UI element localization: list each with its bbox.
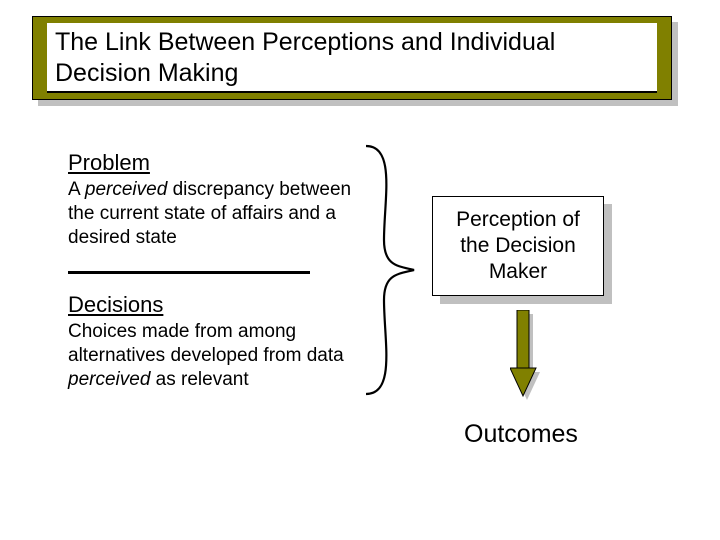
problem-def-pre: A <box>68 179 85 200</box>
decisions-definition: Choices made from among alternatives dev… <box>68 320 358 391</box>
title-box: The Link Between Perceptions and Individ… <box>32 16 672 100</box>
problem-def-italic: perceived <box>85 179 167 200</box>
problem-definition: A perceived discrepancy between the curr… <box>68 178 358 249</box>
outcomes-label: Outcomes <box>464 420 578 449</box>
perception-box: Perception of the Decision Maker <box>432 196 604 296</box>
decisions-def-pre: Choices made from among alternatives dev… <box>68 321 344 366</box>
decisions-term: Decisions <box>68 292 358 318</box>
decisions-def-italic: perceived <box>68 369 150 390</box>
page-title: The Link Between Perceptions and Individ… <box>47 23 657 94</box>
decisions-block: Decisions Choices made from among altern… <box>68 292 358 391</box>
decisions-def-post: as relevant <box>150 369 248 390</box>
problem-block: Problem A perceived discrepancy between … <box>68 150 358 249</box>
down-arrow-icon <box>510 310 542 410</box>
problem-term: Problem <box>68 150 358 176</box>
curly-brace-icon <box>356 140 426 400</box>
divider-line <box>68 271 310 274</box>
